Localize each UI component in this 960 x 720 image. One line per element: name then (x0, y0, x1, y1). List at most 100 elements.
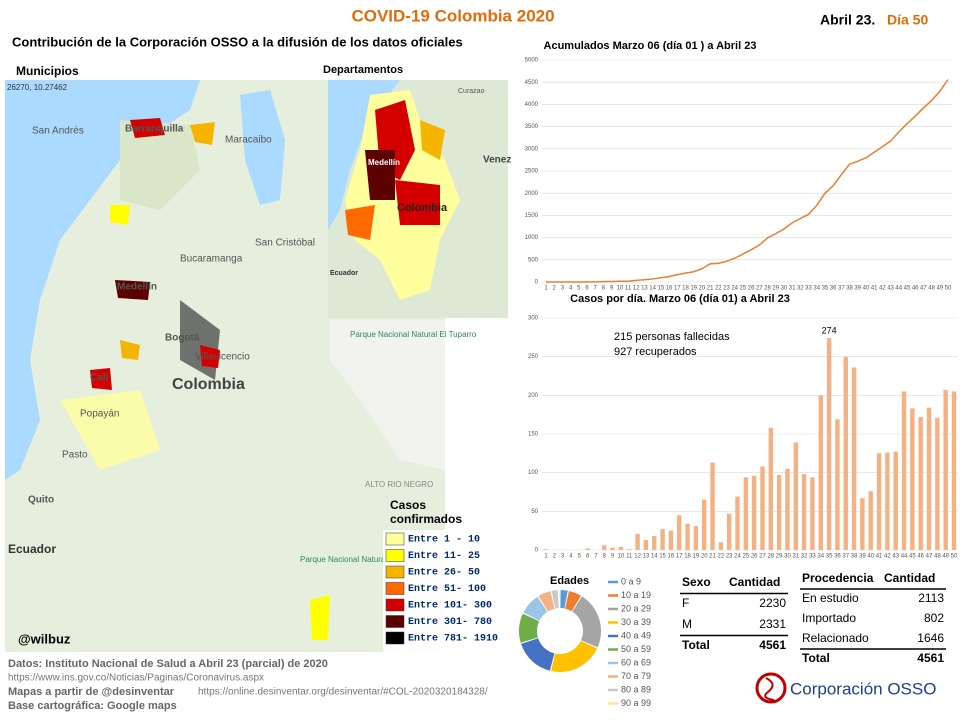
x-tick-label: 30 (784, 554, 791, 560)
bar (610, 547, 615, 550)
table-cell: En estudio (802, 591, 859, 605)
footer-text: Mapas a partir de @desinventar (8, 686, 175, 698)
bar (935, 417, 940, 550)
x-tick-label: 12 (634, 554, 641, 560)
legend-label: Entre 26- 50 (408, 568, 480, 579)
bar (860, 498, 865, 550)
x-tick-label: 39 (859, 554, 866, 560)
x-tick-label: 4 (569, 286, 573, 292)
map-label: Municipios (16, 64, 79, 78)
bar (693, 526, 699, 550)
x-tick-label: 41 (876, 554, 883, 560)
legend-label: 50 a 59 (621, 644, 651, 654)
place: Bogotá (165, 333, 200, 344)
place: Colombia (172, 376, 245, 393)
table-cell: 4561 (759, 638, 786, 652)
x-tick-label: 15 (659, 554, 666, 560)
table-cell: Total (802, 651, 830, 665)
legend-swatch (385, 598, 405, 612)
table-cell: 1646 (917, 631, 944, 645)
footer-text: Datos: Instituto Nacional de Salud a Abr… (8, 658, 328, 670)
x-tick-label: 46 (917, 554, 924, 560)
x-tick-label: 23 (723, 286, 730, 292)
x-tick-label: 50 (945, 286, 952, 292)
map-label: Departamentos (323, 64, 403, 76)
legend-swatch (385, 565, 405, 579)
x-tick-label: 25 (740, 286, 747, 292)
x-tick-label: 48 (934, 554, 941, 560)
bar (643, 539, 649, 550)
x-tick-label: 29 (772, 286, 779, 292)
y-tick-label: 5000 (525, 58, 539, 64)
chart-title: Acumulados Marzo 06 (día 01 ) a Abril 23 (544, 40, 757, 52)
x-tick-label: 16 (666, 286, 673, 292)
x-tick-label: 44 (895, 286, 902, 292)
x-tick-label: 43 (887, 286, 894, 292)
table-cell: Cantidad (729, 575, 780, 589)
x-tick-label: 11 (625, 286, 632, 292)
x-tick-label: 38 (851, 554, 858, 560)
x-tick-label: 39 (854, 286, 861, 292)
legend-label: 60 a 69 (621, 657, 651, 667)
bar (910, 408, 915, 550)
place: Medellín (368, 158, 400, 167)
x-tick-label: 42 (879, 286, 886, 292)
x-tick-label: 36 (834, 554, 841, 560)
x-tick-label: 9 (611, 554, 615, 560)
bar (710, 462, 715, 550)
x-tick-label: 24 (731, 286, 738, 292)
x-tick-label: 33 (809, 554, 816, 560)
slice (551, 640, 598, 672)
bar (951, 391, 957, 550)
bar (602, 545, 607, 550)
bar (893, 451, 898, 550)
x-tick-label: 3 (561, 554, 565, 560)
x-tick-label: 1 (544, 554, 548, 560)
footer-url: https://online.desinventar.org/desinvent… (198, 687, 488, 698)
y-tick-label: 2500 (525, 169, 539, 175)
place: Parque Nacional Natural Rio Puré (300, 555, 421, 564)
x-tick-label: 47 (920, 286, 927, 292)
x-tick-label: 48 (928, 286, 935, 292)
x-tick-label: 14 (649, 286, 656, 292)
slice (558, 590, 560, 609)
legend-title: confirmados (390, 512, 462, 526)
place: Bucaramanga (180, 254, 243, 265)
x-tick-label: 26 (748, 286, 755, 292)
x-tick-label: 49 (942, 554, 949, 560)
x-tick-label: 22 (715, 286, 722, 292)
x-tick-label: 40 (863, 286, 870, 292)
x-tick-label: 37 (838, 286, 845, 292)
footer-url: https://www.ins.gov.co/Noticias/Paginas/… (8, 673, 264, 684)
footer-text: Base cartográfica: Google maps (8, 700, 177, 712)
bar (677, 515, 682, 550)
x-tick-label: 20 (701, 554, 708, 560)
place: Colombia (397, 202, 448, 214)
y-tick-label: 200 (528, 393, 539, 399)
x-tick-label: 3 (561, 286, 565, 292)
bar (718, 542, 724, 550)
y-tick-label: 0 (535, 548, 539, 554)
bar (901, 391, 907, 550)
x-tick-label: 28 (764, 286, 771, 292)
y-tick-label: 3500 (525, 124, 539, 130)
x-tick-label: 37 (842, 554, 849, 560)
y-tick-label: 0 (535, 280, 539, 286)
place: Villavicencio (195, 352, 250, 363)
bar (627, 549, 632, 550)
bar (843, 356, 848, 550)
bar (652, 536, 657, 550)
x-tick-label: 27 (759, 554, 766, 560)
x-tick-label: 13 (641, 286, 648, 292)
slice (565, 591, 581, 612)
date: Abril 23. (820, 12, 875, 28)
y-tick-label: 150 (528, 432, 539, 438)
x-tick-label: 44 (901, 554, 908, 560)
legend-label: Entre 11- 25 (408, 551, 480, 562)
y-tick-label: 2000 (525, 191, 539, 197)
bar (685, 523, 690, 550)
x-tick-label: 45 (909, 554, 916, 560)
place: ALTO RIO NEGRO (365, 480, 433, 489)
bar (760, 466, 765, 550)
